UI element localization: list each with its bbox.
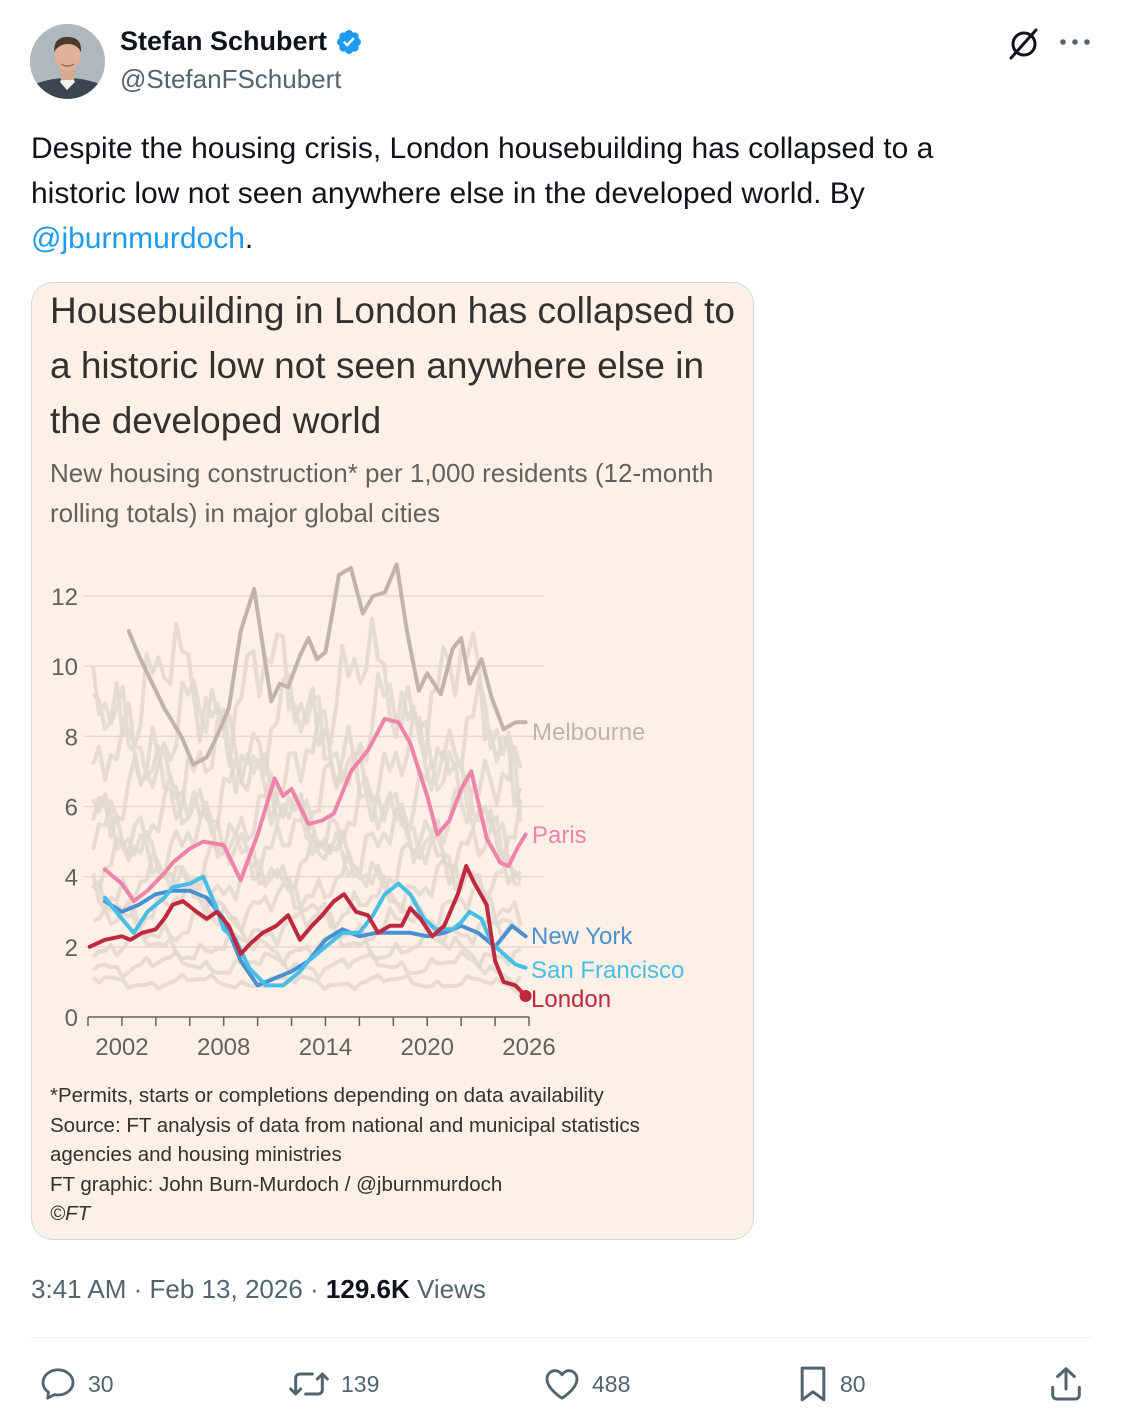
repost-button[interactable]: 139	[287, 1364, 379, 1404]
x-tick-label: 2002	[95, 1034, 148, 1061]
other-city-line	[91, 928, 522, 969]
author-name-text: Stefan Schubert	[120, 26, 328, 56]
tweet-time[interactable]: 3:41 AM	[31, 1274, 127, 1304]
grok-icon[interactable]	[1006, 26, 1042, 62]
x-tick-label: 2008	[197, 1034, 250, 1061]
share-button[interactable]	[1046, 1364, 1086, 1404]
views-count: 129.6K	[325, 1274, 410, 1304]
y-tick-label: 4	[65, 865, 78, 892]
series-line-paris	[103, 716, 528, 904]
series-label-paris: Paris	[532, 822, 587, 849]
heart-icon	[545, 1369, 579, 1400]
repost-count: 139	[341, 1370, 380, 1397]
meta-separator: ·	[310, 1274, 319, 1304]
tweet-text-end: .	[244, 222, 254, 255]
other-city-line	[92, 904, 522, 947]
bookmark-button[interactable]: 80	[796, 1364, 866, 1404]
footnote-line: ©FT	[50, 1202, 91, 1225]
line-chart: 0 2 4 6 8 10 12 2002 2008 2014 2020 2026 Melbourne Pa…	[51, 562, 684, 1061]
reply-button[interactable]: 30	[38, 1364, 114, 1404]
series-line-melbourne	[126, 562, 528, 767]
verified-badge-icon	[337, 29, 362, 54]
avatar-photo	[30, 24, 105, 99]
series-line-london	[87, 864, 528, 998]
bookmark-icon	[800, 1366, 826, 1402]
y-tick-label: 2	[65, 935, 78, 962]
reply-count: 30	[88, 1370, 114, 1397]
y-tick-label: 10	[51, 654, 78, 681]
other-city-line	[91, 798, 522, 887]
other-city-line	[91, 874, 521, 934]
series-label-new-york: New York	[531, 923, 633, 950]
share-icon	[1051, 1367, 1081, 1401]
other-city-line	[91, 701, 523, 827]
series-line-san-francisco	[103, 874, 528, 988]
other-city-line	[91, 949, 523, 988]
x-tick-label: 2014	[299, 1034, 352, 1061]
chart-subtitle: New housing construction* per 1,000 resi…	[50, 458, 714, 528]
mention-link[interactable]: @jburnmurdoch	[31, 222, 245, 255]
other-city-line	[91, 665, 523, 822]
y-tick-label: 6	[65, 795, 78, 822]
tweet-date[interactable]: Feb 13, 2026	[149, 1274, 303, 1304]
y-tick-label: 12	[51, 584, 78, 611]
avatar[interactable]	[30, 24, 105, 99]
tweet-meta: 3:41 AM · Feb 13, 2026 · 129.6K Views	[31, 1274, 486, 1305]
repost-icon	[289, 1372, 329, 1396]
tweet-text-main: Despite the housing crisis, London house…	[31, 132, 934, 210]
series-label-london: London	[531, 986, 611, 1013]
more-options-icon[interactable]	[1058, 30, 1092, 54]
views-label: Views	[417, 1274, 486, 1304]
footnote-line: agencies and housing ministries	[50, 1143, 342, 1166]
y-tick-label: 8	[65, 724, 78, 751]
author-name[interactable]: Stefan Schubert	[120, 26, 363, 57]
footnote-line: FT graphic: John Burn-Murdoch / @jburnmu…	[50, 1172, 503, 1196]
chart-title: Housebuilding in London has collapsed to…	[50, 290, 736, 441]
y-tick-label: 0	[65, 1005, 78, 1032]
chart-footnotes: *Permits, starts or completions dependin…	[50, 1081, 740, 1229]
london-endpoint-marker	[519, 989, 532, 1002]
divider	[31, 1337, 1093, 1338]
x-tick-label: 2020	[401, 1034, 454, 1061]
series-label-melbourne: Melbourne	[532, 719, 645, 746]
bookmark-count: 80	[840, 1370, 866, 1397]
footnote-line: *Permits, starts or completions dependin…	[50, 1084, 604, 1107]
x-tick-label: 2026	[502, 1034, 555, 1061]
tweet-text: Despite the housing crisis, London house…	[31, 126, 1031, 261]
like-button[interactable]: 488	[542, 1364, 630, 1404]
chart-image-card[interactable]: Housebuilding in London has collapsed to…	[31, 282, 754, 1240]
author-handle[interactable]: @StefanFSchubert	[120, 64, 342, 94]
footnote-line: Source: FT analysis of data from nationa…	[50, 1113, 640, 1137]
reply-icon	[41, 1368, 75, 1400]
meta-separator: ·	[133, 1274, 143, 1304]
other-city-line	[91, 972, 522, 997]
series-label-san-francisco: San Francisco	[531, 957, 684, 984]
like-count: 488	[592, 1370, 631, 1397]
